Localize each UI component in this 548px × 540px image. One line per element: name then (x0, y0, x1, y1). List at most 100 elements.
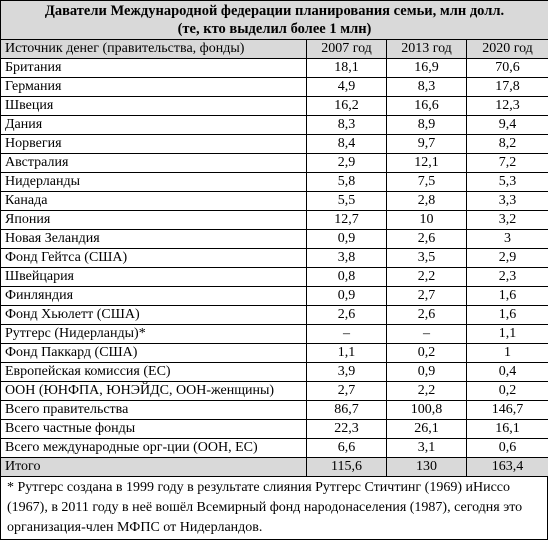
row-value-2007: 8,4 (307, 135, 387, 154)
row-value-2007: 0,8 (307, 268, 387, 287)
row-value-2020: 3,3 (467, 192, 548, 211)
total-label: Итого (1, 458, 307, 477)
row-source: Британия (1, 59, 307, 78)
row-value-2020: 17,8 (467, 78, 548, 97)
row-value-2007: 16,2 (307, 97, 387, 116)
table-title-line1: Даватели Международной федерации планиро… (45, 3, 504, 19)
row-value-2007: 6,6 (307, 439, 387, 458)
row-source: Австралия (1, 154, 307, 173)
row-value-2013: 8,3 (387, 78, 467, 97)
row-value-2013: 2,6 (387, 306, 467, 325)
row-value-2013: 12,1 (387, 154, 467, 173)
row-value-2020: 3 (467, 230, 548, 249)
row-value-2007: 5,8 (307, 173, 387, 192)
row-source: Всего международные орг-ции (ООН, ЕС) (1, 439, 307, 458)
table-title-row: Даватели Международной федерации планиро… (1, 1, 548, 40)
row-value-2020: 146,7 (467, 401, 548, 420)
row-value-2020: 3,2 (467, 211, 548, 230)
row-value-2007: 86,7 (307, 401, 387, 420)
header-2007: 2007 год (307, 40, 387, 59)
row-value-2020: 8,2 (467, 135, 548, 154)
row-source: Швейцария (1, 268, 307, 287)
total-value: 130 (387, 458, 467, 477)
row-value-2007: 8,3 (307, 116, 387, 135)
row-source: Фонд Паккард (США) (1, 344, 307, 363)
row-value-2007: 5,5 (307, 192, 387, 211)
row-value-2020: 2,3 (467, 268, 548, 287)
row-source: Новая Зеландия (1, 230, 307, 249)
row-value-2020: 0,4 (467, 363, 548, 382)
table-row: Всего международные орг-ции (ООН, ЕС)6,6… (1, 439, 548, 458)
row-source: Канада (1, 192, 307, 211)
row-value-2013: 16,9 (387, 59, 467, 78)
row-value-2020: 0,6 (467, 439, 548, 458)
table-title-line2: (те, кто выделил более 1 млн) (178, 21, 372, 37)
row-source: Финляндия (1, 287, 307, 306)
footnote: * Рутгерс создана в 1999 году в результа… (0, 477, 548, 540)
row-value-2020: 1,1 (467, 325, 548, 344)
row-value-2007: 18,1 (307, 59, 387, 78)
header-source: Источник денег (правительства, фонды) (1, 40, 307, 59)
row-value-2013: 100,8 (387, 401, 467, 420)
row-source: Япония (1, 211, 307, 230)
row-value-2020: 1,6 (467, 287, 548, 306)
row-source: Рутгерс (Нидерланды)* (1, 325, 307, 344)
row-value-2020: 0,2 (467, 382, 548, 401)
row-value-2013: 8,9 (387, 116, 467, 135)
total-value: 115,6 (307, 458, 387, 477)
row-source: Европейская комиссия (ЕС) (1, 363, 307, 382)
row-source: Всего частные фонды (1, 420, 307, 439)
row-value-2020: 70,6 (467, 59, 548, 78)
row-value-2007: 0,9 (307, 230, 387, 249)
row-value-2013: 2,8 (387, 192, 467, 211)
row-value-2013: 26,1 (387, 420, 467, 439)
table-row: Рутгерс (Нидерланды)*––1,1 (1, 325, 548, 344)
row-value-2007: 22,3 (307, 420, 387, 439)
row-value-2013: 0,2 (387, 344, 467, 363)
table-title: Даватели Международной федерации планиро… (1, 1, 548, 40)
header-row: Источник денег (правительства, фонды) 20… (1, 40, 548, 59)
row-source: Дания (1, 116, 307, 135)
row-value-2020: 1 (467, 344, 548, 363)
row-value-2007: 0,9 (307, 287, 387, 306)
row-value-2020: 7,2 (467, 154, 548, 173)
row-value-2020: 9,4 (467, 116, 548, 135)
row-source: Всего правительства (1, 401, 307, 420)
row-value-2013: 10 (387, 211, 467, 230)
row-source: Германия (1, 78, 307, 97)
row-value-2013: 7,5 (387, 173, 467, 192)
row-value-2013: 2,7 (387, 287, 467, 306)
row-value-2007: 12,7 (307, 211, 387, 230)
row-value-2007: 1,1 (307, 344, 387, 363)
row-value-2013: – (387, 325, 467, 344)
row-value-2013: 2,2 (387, 382, 467, 401)
row-value-2020: 16,1 (467, 420, 548, 439)
donors-table: Даватели Международной федерации планиро… (0, 0, 548, 477)
total-value: 163,4 (467, 458, 548, 477)
row-value-2013: 2,6 (387, 230, 467, 249)
row-value-2013: 2,2 (387, 268, 467, 287)
row-value-2007: – (307, 325, 387, 344)
row-value-2007: 3,8 (307, 249, 387, 268)
row-source: Фонд Хьюлетт (США) (1, 306, 307, 325)
row-value-2013: 16,6 (387, 97, 467, 116)
row-source: Швеция (1, 97, 307, 116)
row-value-2013: 3,5 (387, 249, 467, 268)
